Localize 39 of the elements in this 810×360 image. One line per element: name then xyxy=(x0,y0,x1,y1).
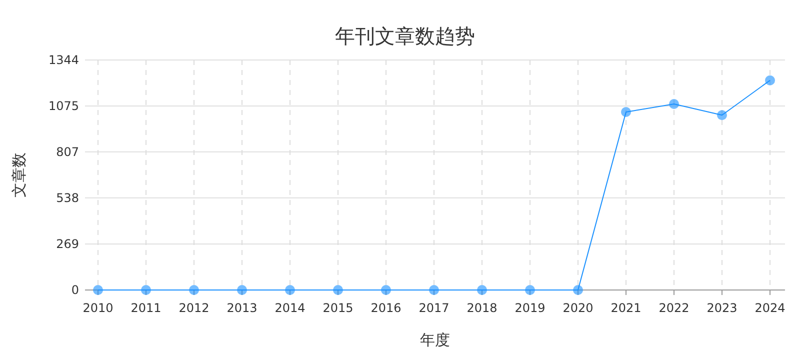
x-tick-label: 2016 xyxy=(370,301,402,315)
point xyxy=(429,285,439,295)
point xyxy=(573,285,583,295)
y-tick-label: 269 xyxy=(56,236,79,251)
point xyxy=(141,285,151,295)
x-tick-label: 2022 xyxy=(658,301,690,315)
x-tick-label: 2020 xyxy=(562,301,594,315)
x-axis-title: 年度 xyxy=(420,331,450,349)
y-tick-label: 807 xyxy=(56,144,79,159)
x-tick-label: 2014 xyxy=(274,301,306,315)
point xyxy=(237,285,247,295)
y-tick-label: 0 xyxy=(71,283,79,297)
chart-title: 年刊文章数趋势 xyxy=(335,24,475,48)
point xyxy=(525,285,535,295)
x-tick-label: 2011 xyxy=(130,301,162,315)
x-tick-label: 2021 xyxy=(610,301,642,315)
x-tick-label: 2024 xyxy=(754,301,786,315)
point xyxy=(717,110,727,120)
point xyxy=(669,98,679,109)
x-tick-label: 2023 xyxy=(706,301,738,315)
point xyxy=(381,285,391,295)
x-tick-label: 2012 xyxy=(178,301,210,315)
point xyxy=(333,285,343,295)
point xyxy=(765,75,775,86)
point xyxy=(189,285,199,295)
y-tick-label: 538 xyxy=(56,190,79,205)
point xyxy=(93,285,103,295)
x-tick-label: 2017 xyxy=(418,301,450,315)
y-tick-label: 1075 xyxy=(48,99,79,114)
x-tick-label: 2015 xyxy=(322,301,354,315)
y-axis-title: 文章数 xyxy=(10,152,28,198)
x-tick-label: 2018 xyxy=(466,301,498,315)
point xyxy=(477,285,487,295)
x-tick-label: 2019 xyxy=(514,301,546,315)
point xyxy=(621,107,631,118)
y-tick-label: 1344 xyxy=(48,53,79,67)
x-tick-label: 2013 xyxy=(226,301,258,315)
x-tick-label: 2010 xyxy=(82,301,114,315)
point xyxy=(285,285,295,295)
